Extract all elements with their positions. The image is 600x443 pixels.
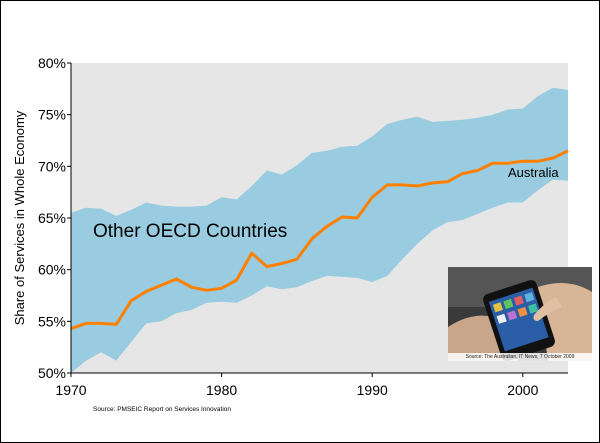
y-tick-label: 60% [38,262,66,278]
x-tick-label: 2000 [507,382,538,398]
y-tick-label: 50% [38,365,66,381]
main-source-caption: Source: PMSEIC Report on Services Innova… [93,406,232,413]
y-tick-label: 75% [38,107,66,123]
y-tick-label: 55% [38,313,66,329]
y-tick-label: 80% [38,55,66,71]
x-tick-label: 1980 [206,382,237,398]
y-tick-label: 65% [38,210,66,226]
phone-photo: Source: The Australian, IT News, 7 Octob… [448,267,592,361]
y-tick-labels: 50% 55% 60% 65% 70% 75% 80% [38,55,71,381]
australia-label: Australia [508,165,559,180]
band-label: Other OECD Countries [93,221,287,242]
oecd-band [71,87,568,374]
australia-line [70,149,569,331]
x-tick-labels: 1970 1980 1990 2000 [55,373,539,398]
x-tick-label: 1970 [55,382,86,398]
photo-source-caption: Source: The Australian, IT News, 7 Octob… [448,353,592,361]
x-tick-label: 1990 [357,382,388,398]
phone-photo-illustration [448,267,592,361]
y-tick-label: 70% [38,158,66,174]
y-axis-label: Share of Services in Whole Economy [12,110,27,325]
